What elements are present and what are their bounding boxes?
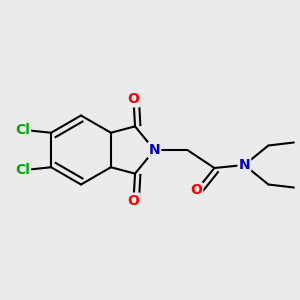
Text: O: O xyxy=(190,184,202,197)
Text: O: O xyxy=(128,92,140,106)
Text: O: O xyxy=(128,194,140,208)
Text: N: N xyxy=(148,143,160,157)
Text: Cl: Cl xyxy=(15,123,30,137)
Text: Cl: Cl xyxy=(15,163,30,177)
Text: N: N xyxy=(238,158,250,172)
